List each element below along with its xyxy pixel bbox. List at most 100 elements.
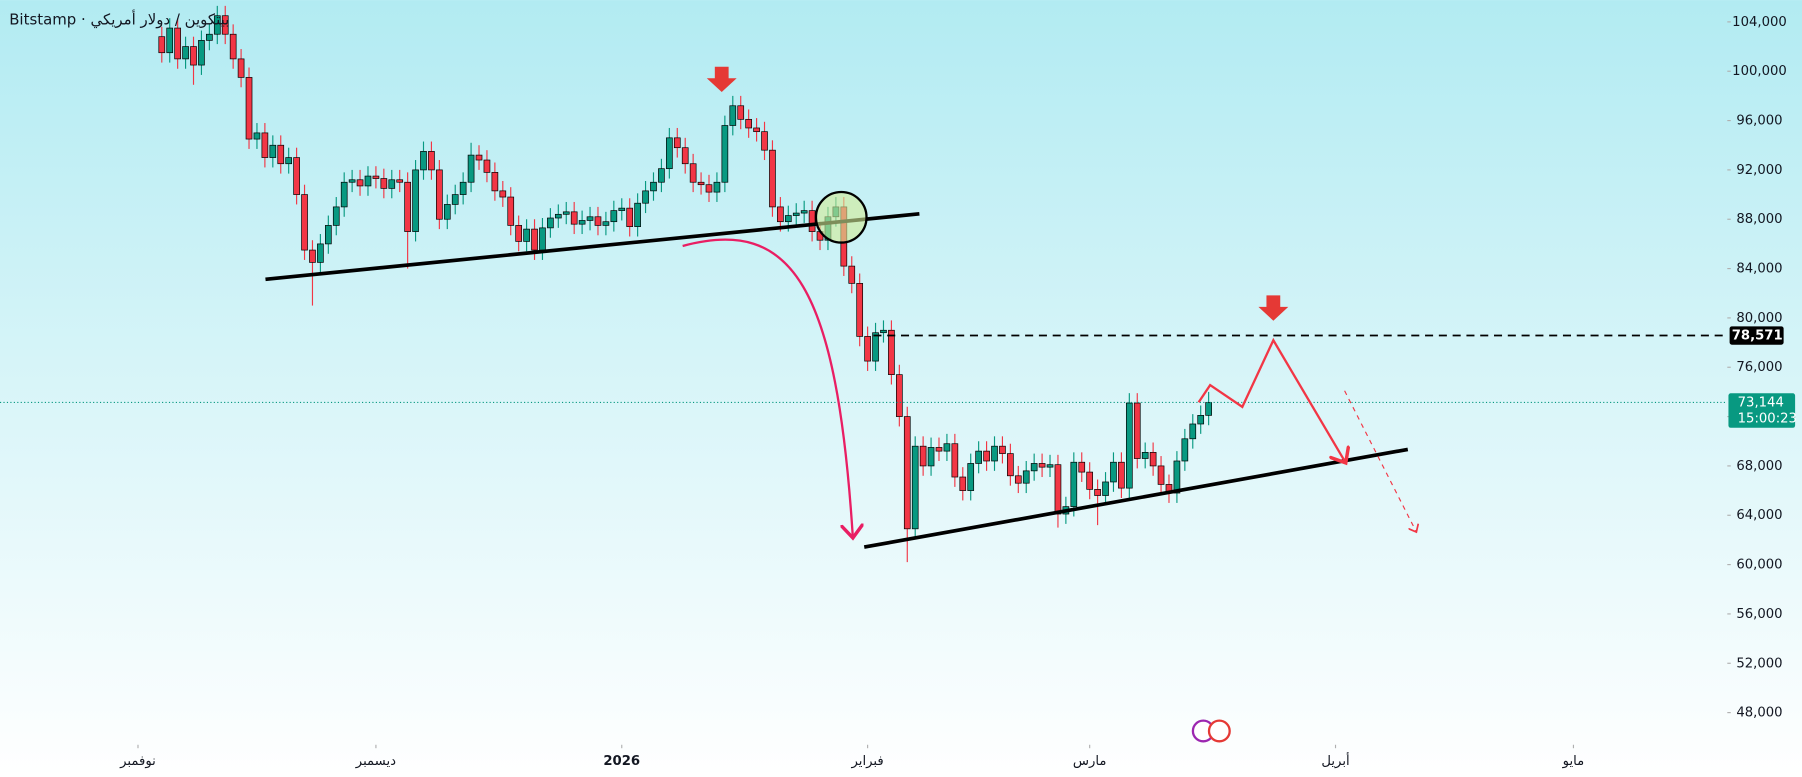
candle-body	[364, 175, 372, 187]
y-tick-label: 96,000	[1736, 114, 1782, 129]
candle-body	[1197, 415, 1205, 425]
candle-body	[443, 204, 451, 220]
candle-body	[1094, 489, 1101, 496]
candle-body	[896, 374, 903, 417]
y-tick-label: 64,000	[1736, 508, 1782, 523]
candle-body	[190, 46, 197, 66]
candle-body	[935, 447, 943, 452]
candle-body	[206, 33, 213, 41]
candle-body	[332, 206, 340, 226]
candle-body	[475, 154, 483, 161]
candle-body	[721, 125, 729, 183]
candle-body	[1007, 453, 1014, 477]
last-price-label: 73,144	[1738, 395, 1784, 410]
candle-body	[737, 105, 745, 120]
candle-body	[903, 416, 911, 530]
candle-body	[777, 206, 784, 223]
candle-body	[213, 15, 221, 35]
candle-body	[388, 179, 396, 189]
candle-body	[1149, 452, 1157, 467]
candle-body	[269, 144, 277, 158]
candle-body	[531, 228, 538, 251]
y-tick-label: 104,000	[1732, 15, 1787, 30]
candle-body	[808, 210, 816, 232]
candle-body	[1030, 463, 1038, 472]
projection-dashed	[1344, 390, 1416, 531]
candle-body	[1086, 471, 1094, 490]
candle-body	[880, 329, 887, 334]
candle-body	[404, 181, 411, 232]
candle-body	[610, 210, 618, 223]
candle-body	[182, 46, 189, 60]
candle-body	[436, 169, 443, 220]
candle-body	[372, 175, 380, 179]
candle-body	[927, 447, 935, 467]
candle-body	[277, 144, 285, 165]
candle-body	[602, 221, 610, 226]
candle-body	[1038, 463, 1046, 468]
y-tick-label: 76,000	[1736, 360, 1782, 375]
candle-body	[309, 249, 316, 263]
candle-body	[951, 443, 959, 478]
candle-body	[959, 476, 967, 491]
candle-body	[174, 27, 181, 60]
candle-body	[666, 137, 673, 170]
candle-body	[515, 225, 522, 242]
candle-body	[499, 190, 507, 198]
candle-body	[1014, 475, 1022, 484]
chart-title: Bitstamp · بيتكوين / دولار أمريكي	[9, 10, 229, 29]
x-tick-label: مارس	[1073, 754, 1107, 769]
x-tick-label: أبريل	[1321, 752, 1349, 769]
candle-body	[245, 77, 253, 140]
candle-body	[523, 228, 530, 242]
candle-body	[451, 194, 459, 205]
y-tick-label: 88,000	[1736, 212, 1782, 227]
candle-body	[1110, 461, 1117, 483]
level-label: 78,571	[1732, 329, 1783, 344]
candle-body	[999, 445, 1006, 454]
candle-body	[856, 283, 864, 337]
candle-body	[1046, 464, 1054, 468]
candle-body	[689, 163, 697, 183]
candle-body	[1205, 402, 1212, 416]
candle-body	[507, 196, 515, 226]
x-tick-label: 2026	[603, 754, 640, 769]
candle-body	[586, 216, 594, 221]
candle-body	[967, 463, 975, 491]
down-arrow	[706, 66, 737, 92]
candle-body	[340, 181, 348, 208]
y-tick-label: 68,000	[1736, 459, 1782, 474]
candle-body	[1133, 402, 1141, 459]
candle-body	[1070, 461, 1078, 507]
trend-line	[265, 211, 920, 282]
candle-body	[681, 147, 689, 165]
candle-body	[911, 445, 919, 530]
candle-body	[658, 168, 665, 183]
candle-body	[1141, 452, 1149, 459]
candle-body	[784, 215, 792, 223]
x-tick-label: نوفمبر	[119, 754, 156, 769]
candle-body	[673, 137, 681, 149]
candle-body	[888, 329, 895, 375]
candle-body	[594, 216, 602, 226]
drawings	[265, 66, 1416, 743]
candle-body	[626, 207, 634, 227]
y-tick-label: 60,000	[1736, 558, 1782, 573]
candle-body	[745, 118, 752, 129]
candle-body	[237, 58, 245, 78]
candle-body	[769, 149, 776, 208]
candle-body	[634, 202, 641, 227]
event-icon	[1191, 719, 1231, 743]
candle-body	[1181, 438, 1189, 462]
candle-body	[356, 179, 364, 187]
candle-body	[1022, 470, 1030, 484]
candle-body	[864, 336, 871, 362]
candle-body	[380, 178, 388, 189]
candle-body	[428, 151, 435, 171]
x-tick-label: مايو	[1562, 754, 1585, 769]
candle-body	[642, 190, 649, 204]
x-tick-label: فبراير	[851, 754, 884, 769]
candle-body	[261, 132, 269, 158]
candle-body	[705, 184, 713, 193]
